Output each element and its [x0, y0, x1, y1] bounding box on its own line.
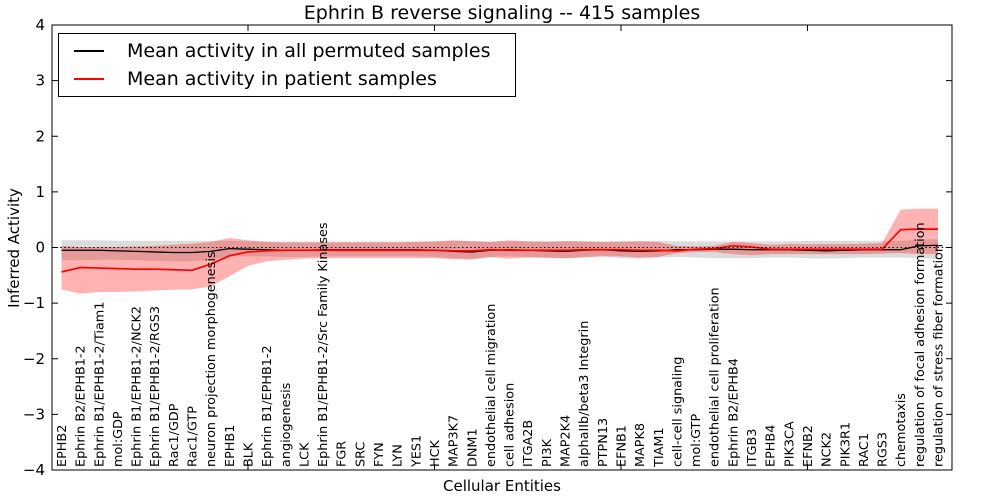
x-category-label: Ephrin B2/EPHB1-2 [74, 345, 89, 467]
x-category-label: NCK2 [820, 432, 835, 467]
x-category-label: angiogenesis [279, 382, 294, 467]
x-category-label: EPHB4 [764, 425, 779, 467]
y-tick-label: 2 [35, 127, 45, 145]
x-category-label: Ephrin B1/EPHB1-2/NCK2 [130, 306, 145, 467]
x-category-label: PIK3CA [782, 421, 797, 467]
legend-label-permuted: Mean activity in all permuted samples [127, 40, 491, 62]
legend-label-patient: Mean activity in patient samples [127, 68, 437, 90]
mean-patient-line [61, 228, 938, 273]
x-category-label: alphaIIb/beta3 Integrin [577, 321, 592, 467]
x-category-label: ITGB3 [745, 429, 760, 467]
x-category-label: Ephrin B2/EPHB4 [726, 358, 741, 467]
x-category-label: RAC1 [857, 433, 872, 467]
x-category-label: cell-cell signaling [670, 357, 685, 467]
x-category-label: PIK3R1 [838, 422, 853, 467]
y-axis-label: Inferred Activity [5, 188, 23, 308]
x-category-label: SRC [353, 442, 368, 467]
x-category-label: EPHB1 [223, 425, 238, 467]
x-category-label: Ephrin B1/EPHB1-2/Src Family Kinases [316, 222, 331, 467]
x-category-label: PTPN13 [596, 418, 611, 467]
x-axis-label: Cellular Entities [443, 477, 561, 495]
x-category-label: Ephrin B1/EPHB1-2/RGS3 [148, 306, 163, 467]
x-category-label: cell adhesion [503, 383, 518, 467]
y-tick-label: −1 [23, 294, 45, 312]
x-category-label: EFNB1 [614, 425, 629, 467]
x-category-label: PI3K [540, 438, 555, 467]
x-category-label: neuron projection morphogenesis [204, 251, 219, 467]
legend-entry-permuted: Mean activity in all permuted samples [74, 40, 515, 62]
x-category-label: Ephrin B1/EPHB1-2 [260, 345, 275, 467]
x-category-label: HCK [428, 439, 443, 467]
permuted-line-sample-icon [74, 50, 104, 52]
x-category-label: FGR [335, 441, 350, 467]
x-category-label: YES1 [409, 435, 424, 468]
x-category-label: MAP2K4 [559, 415, 574, 467]
x-category-label: endothelial cell proliferation [708, 287, 723, 467]
chart-title: Ephrin B reverse signaling -- 415 sample… [303, 2, 701, 24]
x-category-label: EPHB2 [55, 425, 70, 467]
x-category-label: regulation of stress fiber formation [932, 244, 947, 467]
x-category-label: LCK [297, 442, 312, 467]
patient-confidence-band [61, 208, 938, 294]
x-category-label: MAPK8 [633, 423, 648, 467]
y-tick-label: −2 [23, 350, 45, 368]
x-category-label: Rac1/GTP [186, 406, 201, 467]
patient-line-sample-icon [74, 78, 104, 80]
x-category-label: FYN [372, 442, 387, 467]
y-tick-label: 3 [35, 72, 45, 90]
y-tick-label: 4 [35, 16, 45, 34]
x-category-label: RGS3 [876, 432, 891, 467]
legend: Mean activity in all permuted samples Me… [58, 33, 516, 97]
x-category-label: EFNB2 [801, 425, 816, 467]
y-tick-label: −3 [23, 405, 45, 423]
x-category-label: BLK [241, 442, 256, 467]
y-tick-label: 1 [35, 183, 45, 201]
x-category-label: mol:GDP [111, 411, 126, 467]
x-category-label: mol:GTP [689, 414, 704, 467]
legend-entry-patient: Mean activity in patient samples [74, 68, 515, 90]
x-category-label: Ephrin B1/EPHB1-2/Tiam1 [92, 302, 107, 467]
x-category-label: chemotaxis [894, 393, 909, 467]
x-category-label: DNM1 [465, 428, 480, 467]
x-category-label: TIAM1 [652, 427, 667, 468]
x-category-label: LYN [391, 444, 406, 467]
x-category-label: ITGA2B [521, 420, 536, 467]
y-tick-label: 0 [35, 239, 45, 257]
y-tick-label: −4 [23, 461, 45, 479]
x-category-label: endothelial cell migration [484, 304, 499, 467]
x-category-label: regulation of focal adhesion formation [913, 222, 928, 467]
x-category-label: MAP3K7 [447, 415, 462, 467]
x-category-label: Rac1/GDP [167, 403, 182, 467]
